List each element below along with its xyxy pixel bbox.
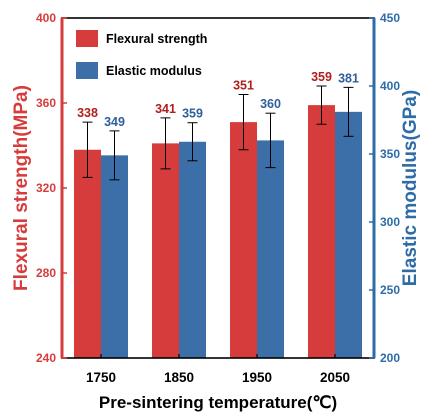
x-tick-label: 1750 — [86, 370, 116, 385]
y-right-tick-label: 350 — [380, 147, 400, 161]
legend: Flexural strength Elastic modulus — [76, 30, 207, 79]
data-label: 351 — [233, 79, 254, 93]
legend-swatch-flexural-strength — [76, 30, 98, 47]
data-label: 338 — [77, 106, 98, 120]
bar-elastic-modulus — [335, 111, 362, 358]
y-left-tick-label: 360 — [36, 96, 56, 110]
x-tick-label: 1850 — [164, 370, 194, 385]
data-label: 341 — [155, 102, 176, 116]
legend-label-flexural-strength: Flexural strength — [106, 32, 207, 46]
data-label: 360 — [260, 97, 281, 111]
bar-flexural-strength — [74, 149, 101, 358]
data-label: 381 — [338, 71, 359, 85]
left-axis-ticks: 240 280 320 360 400 — [36, 11, 67, 365]
y-right-tick-label: 400 — [380, 79, 400, 93]
data-label: 359 — [311, 70, 332, 84]
bar-elastic-modulus — [257, 140, 284, 358]
y-right-tick-label: 250 — [380, 283, 400, 297]
bar-flexural-strength — [152, 143, 179, 358]
x-tick-label: 1950 — [242, 370, 272, 385]
right-axis-ticks: 200 250 300 350 400 450 — [369, 11, 400, 365]
data-labels-layer: 338 349 341 359 351 360 359 381 — [77, 70, 359, 129]
bar-flexural-strength — [308, 105, 335, 358]
bar-elastic-modulus — [101, 155, 128, 358]
legend-swatch-elastic-modulus — [76, 62, 98, 79]
y-axis-left-title: Flexural strength(MPa) — [11, 85, 32, 291]
legend-label-elastic-modulus: Elastic modulus — [106, 64, 202, 78]
y-left-tick-label: 400 — [36, 11, 56, 25]
bars-layer — [74, 105, 362, 358]
bar-elastic-modulus — [179, 141, 206, 358]
y-right-tick-label: 200 — [380, 351, 400, 365]
x-tick-label: 2050 — [320, 370, 350, 385]
y-right-tick-label: 450 — [380, 11, 400, 25]
data-label: 359 — [182, 107, 203, 121]
y-left-tick-label: 280 — [36, 266, 56, 280]
bar-flexural-strength — [230, 122, 257, 358]
y-axis-right-title: Elastic modulus(GPa) — [400, 90, 421, 286]
x-axis-title: Pre-sintering temperature(℃) — [99, 393, 337, 412]
x-axis-ticks: 1750 1850 1950 2050 — [86, 354, 350, 385]
y-right-tick-label: 300 — [380, 215, 400, 229]
y-left-tick-label: 240 — [36, 351, 56, 365]
y-left-tick-label: 320 — [36, 181, 56, 195]
data-label: 349 — [104, 115, 125, 129]
error-bars-layer — [82, 85, 354, 181]
